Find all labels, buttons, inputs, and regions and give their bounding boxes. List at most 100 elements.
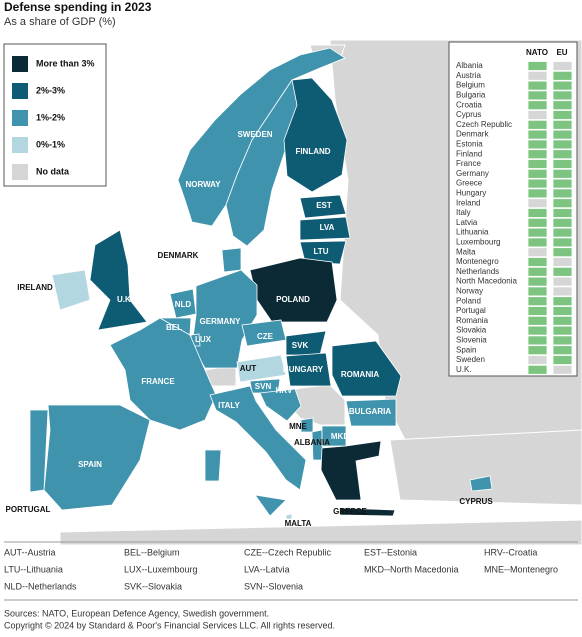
membership-cell xyxy=(552,149,573,160)
country-label: MNE xyxy=(289,422,307,431)
membership-cell xyxy=(552,100,573,111)
country-label: LTU xyxy=(314,247,329,256)
country xyxy=(51,269,91,311)
abbreviation: EST--Estonia xyxy=(364,547,417,557)
country-name: Latvia xyxy=(456,218,478,227)
legend-swatch xyxy=(12,110,28,126)
country xyxy=(204,449,222,482)
membership-cell xyxy=(527,355,548,365)
sources: Sources: NATO, European Defence Agency, … xyxy=(4,608,269,618)
country-label: U.K. xyxy=(117,295,133,304)
legend-label: 2%-3% xyxy=(36,85,65,95)
membership-cell xyxy=(527,286,548,297)
country-name: Montenegro xyxy=(456,257,499,266)
membership-cell xyxy=(527,306,548,316)
country xyxy=(221,247,242,273)
membership-cell xyxy=(552,178,573,189)
membership-cell xyxy=(552,306,573,316)
membership-cell xyxy=(527,168,548,179)
country xyxy=(285,352,332,387)
membership-cell xyxy=(527,345,548,356)
abbreviation: LUX--Luxembourg xyxy=(124,564,198,574)
country-label: EST xyxy=(316,201,332,210)
column-header: EU xyxy=(556,48,567,57)
membership-cell xyxy=(527,139,548,150)
membership-cell xyxy=(527,276,548,287)
abbreviation: MNE--Montenegro xyxy=(484,564,558,574)
country-label: ITALY xyxy=(218,401,240,410)
countries xyxy=(29,47,493,520)
country-label: GERMANY xyxy=(200,317,242,326)
country xyxy=(191,269,258,369)
membership-cell xyxy=(527,217,548,228)
membership-cell xyxy=(527,257,548,267)
country-name: France xyxy=(456,159,481,168)
membership-cell xyxy=(527,296,548,307)
membership-cell xyxy=(527,364,548,375)
membership-cell xyxy=(552,70,573,81)
country-label: POLAND xyxy=(276,295,310,304)
membership-cell xyxy=(527,80,548,91)
country-name: Portugal xyxy=(456,306,486,315)
country-labels: NORWAY SWEDEN FINLAND EST LVA LTU DENMARK IRELA… xyxy=(6,130,494,528)
country-name: Spain xyxy=(456,345,476,354)
legend-label: 0%-1% xyxy=(36,139,65,149)
membership-cell xyxy=(527,227,548,238)
abbreviation: LVA--Latvia xyxy=(244,564,290,574)
membership-cell xyxy=(527,325,548,336)
country xyxy=(339,507,396,517)
legend-label: More than 3% xyxy=(36,58,95,68)
country-label: GREECE xyxy=(333,507,367,516)
legend-label: No data xyxy=(36,166,70,176)
membership-cell xyxy=(552,129,573,140)
country-name: U.K. xyxy=(456,365,472,374)
country-name: Estonia xyxy=(456,140,483,149)
membership-cell xyxy=(527,198,548,209)
country-label: SVN xyxy=(255,382,272,391)
country-name: Lithuania xyxy=(456,228,489,237)
membership-cell xyxy=(527,188,548,199)
membership-cell xyxy=(552,325,573,336)
country-label: PORTUGAL xyxy=(6,505,51,514)
membership-cell xyxy=(527,335,548,346)
country-name: Italy xyxy=(456,208,471,217)
membership-cell xyxy=(527,208,548,218)
membership-cell xyxy=(552,159,573,169)
membership-cell xyxy=(552,119,573,130)
membership-cell xyxy=(552,364,573,375)
country xyxy=(285,513,293,520)
non-data-land xyxy=(389,429,582,506)
legend-swatch xyxy=(12,164,28,180)
country xyxy=(299,194,347,219)
country-label: LVA xyxy=(320,223,335,232)
abbreviation: SVK--Slovakia xyxy=(124,581,182,591)
country-name: Croatia xyxy=(456,100,482,109)
country-label: CYPRUS xyxy=(459,497,493,506)
membership-cell xyxy=(552,90,573,101)
membership-table: NATO EU AlbaniaAustriaBelgiumBulgariaCroat… xyxy=(448,41,578,377)
country-label: IRELAND xyxy=(17,283,53,292)
membership-cell xyxy=(527,266,548,277)
country xyxy=(249,257,338,323)
abbreviation: CZE--Czech Republic xyxy=(244,547,332,557)
country-name: Netherlands xyxy=(456,267,499,276)
country-label: ALBANIA xyxy=(294,438,330,447)
membership-cell xyxy=(552,237,573,248)
abbreviation: SVN--Slovenia xyxy=(244,581,303,591)
country-name: Bulgaria xyxy=(456,91,486,100)
membership-cell xyxy=(552,217,573,228)
country-name: Cyprus xyxy=(456,110,481,119)
country xyxy=(109,317,217,431)
country-name: Czech Republic xyxy=(456,120,512,129)
membership-cell xyxy=(527,129,548,140)
legend-swatch xyxy=(12,56,28,72)
country-label: SWEDEN xyxy=(237,130,272,139)
country-label: CZE xyxy=(257,332,274,341)
country xyxy=(29,409,49,493)
legend-swatch xyxy=(12,83,28,99)
country-label: NORWAY xyxy=(185,180,221,189)
membership-cell xyxy=(552,198,573,209)
abbreviation: BEL--Belgium xyxy=(124,547,180,557)
country xyxy=(345,398,397,427)
country xyxy=(283,77,348,193)
